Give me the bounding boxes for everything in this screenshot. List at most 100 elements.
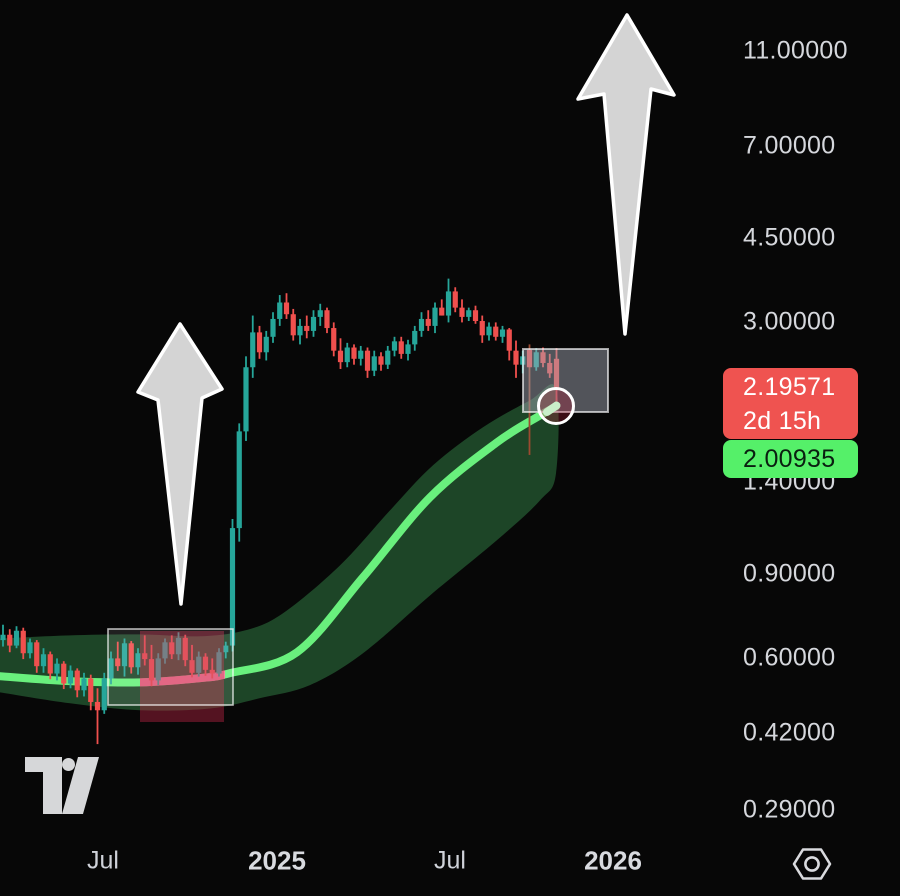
candle: [479, 315, 485, 343]
candle: [94, 688, 101, 745]
candle: [148, 644, 155, 687]
candle: [202, 653, 209, 676]
candle-body: [182, 637, 188, 661]
candle-body: [304, 325, 310, 331]
candle: [358, 345, 364, 366]
candle-body: [466, 310, 472, 317]
candle: [317, 303, 323, 326]
candle: [391, 336, 398, 357]
candle-body: [499, 329, 506, 337]
candle-body: [155, 658, 161, 681]
price-axis-label: 0.60000: [743, 643, 836, 672]
candle: [115, 641, 121, 671]
candle-body: [169, 642, 175, 655]
candle: [418, 312, 425, 337]
candle: [169, 635, 175, 660]
candle: [0, 624, 6, 647]
candle-body: [452, 291, 458, 308]
candle: [74, 668, 80, 698]
up-arrow-left[interactable]: [136, 322, 224, 606]
candle-body: [358, 350, 364, 359]
candle: [371, 350, 377, 377]
candle-body: [40, 654, 47, 667]
target-box[interactable]: [522, 348, 609, 413]
chart-settings-button[interactable]: [792, 848, 832, 880]
candle: [216, 648, 222, 677]
candle: [243, 356, 249, 441]
candle: [108, 651, 114, 685]
candle: [47, 651, 53, 680]
candle: [425, 310, 431, 331]
candle: [209, 658, 215, 679]
candle-body: [277, 302, 283, 319]
candle-body: [54, 663, 60, 674]
candle-body: [216, 652, 222, 674]
candle-body: [479, 321, 485, 336]
candle: [223, 641, 229, 659]
candle-body: [405, 344, 411, 354]
candle-body: [67, 670, 74, 684]
candle-body: [513, 350, 519, 365]
candle-body: [209, 669, 215, 674]
candle: [7, 629, 13, 653]
indicator-center-line: [0, 402, 560, 687]
candle-body: [310, 316, 317, 331]
candle: [34, 640, 40, 673]
price-axis-label: 0.42000: [743, 718, 836, 747]
accumulation-box[interactable]: [107, 628, 234, 706]
candle: [533, 348, 539, 371]
candle-body: [445, 291, 452, 316]
hexagon-settings-icon: [792, 848, 832, 880]
candle-body: [142, 653, 148, 660]
candle: [506, 328, 512, 361]
tradingview-logo[interactable]: [25, 757, 99, 814]
candle: [385, 345, 391, 369]
candle: [54, 658, 60, 681]
price-axis-label: 4.50000: [743, 223, 836, 252]
candle-body: [175, 637, 182, 655]
candle-body: [148, 659, 155, 681]
time-axis-label: 2026: [584, 845, 642, 876]
candle: [337, 338, 344, 369]
candle-body: [331, 328, 337, 351]
candle: [459, 299, 465, 323]
red-zone-rectangle[interactable]: [140, 631, 224, 722]
candle: [472, 305, 479, 324]
candle: [13, 626, 20, 649]
candle-body: [47, 654, 53, 674]
candle: [101, 672, 107, 714]
candle: [88, 674, 94, 711]
candle: [324, 307, 330, 334]
candle-body: [371, 356, 377, 371]
candle-body: [439, 307, 445, 316]
candle: [263, 330, 269, 361]
candle-body: [391, 341, 398, 351]
candle-body: [533, 352, 539, 368]
candle: [270, 312, 276, 343]
candlestick-series: [0, 278, 560, 745]
candle: [432, 302, 438, 334]
candle: [526, 344, 533, 455]
candle: [81, 672, 87, 697]
candle: [297, 318, 303, 345]
candle: [445, 278, 452, 323]
candle-body: [27, 642, 33, 654]
candle-body: [324, 310, 330, 329]
candle: [250, 315, 256, 378]
up-arrow-right[interactable]: [576, 13, 676, 336]
candle-body: [162, 642, 168, 659]
price-axis-label: 0.29000: [743, 795, 836, 824]
candle-body: [101, 678, 107, 711]
candle-body: [283, 302, 290, 315]
candle: [27, 638, 33, 659]
candle-body: [344, 347, 350, 363]
candle: [155, 653, 161, 686]
last-price-badge: 2.19571 2d 15h: [723, 368, 858, 439]
candle: [439, 299, 445, 316]
candle: [236, 423, 242, 542]
candle: [405, 339, 411, 361]
candle-body: [547, 362, 553, 374]
candle-body: [337, 350, 344, 363]
